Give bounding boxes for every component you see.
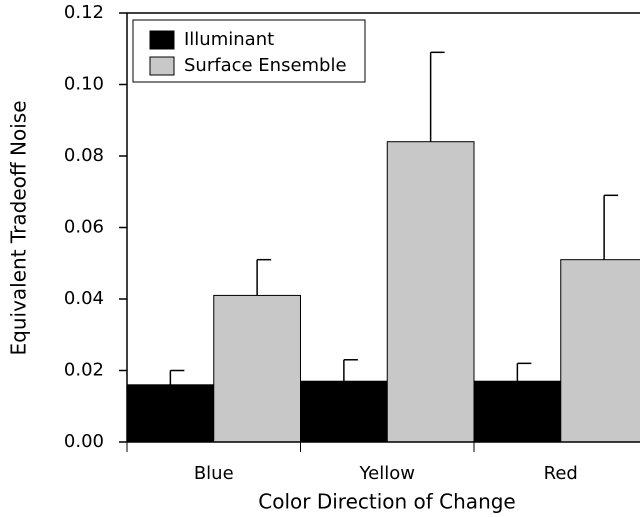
x-tick-label: Yellow bbox=[359, 463, 415, 484]
y-tick-label: 0.12 bbox=[64, 2, 104, 23]
y-tick-label: 0.06 bbox=[64, 217, 104, 238]
y-tick-label: 0.02 bbox=[64, 360, 104, 381]
legend-swatch bbox=[149, 56, 175, 76]
bar bbox=[560, 259, 640, 443]
y-axis-label: Equivalent Tradeoff Noise bbox=[7, 101, 31, 356]
x-tick-label: Blue bbox=[194, 463, 234, 484]
legend-swatch bbox=[149, 30, 175, 50]
legend-label: Illuminant bbox=[184, 29, 274, 50]
bar bbox=[386, 141, 475, 443]
bar bbox=[473, 380, 562, 443]
x-tick-label: Red bbox=[544, 463, 578, 484]
x-axis-label: Color Direction of Change bbox=[258, 490, 516, 514]
y-tick-label: 0.00 bbox=[64, 431, 104, 452]
y-tick-label: 0.10 bbox=[64, 74, 104, 95]
bar bbox=[213, 294, 301, 443]
y-tick-label: 0.08 bbox=[64, 145, 104, 166]
legend-label: Surface Ensemble bbox=[184, 55, 347, 76]
y-tick-label: 0.04 bbox=[64, 288, 104, 309]
bar bbox=[300, 380, 388, 443]
bar bbox=[126, 384, 215, 443]
